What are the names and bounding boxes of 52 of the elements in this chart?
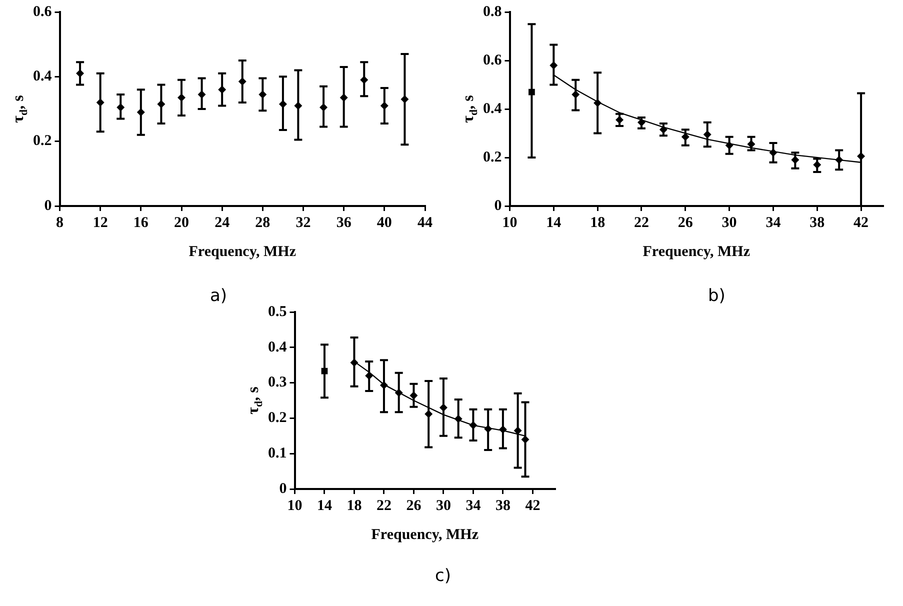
x-tick-label: 24	[214, 214, 230, 231]
x-tick-label: 42	[854, 214, 869, 231]
text: a)	[210, 286, 228, 306]
x-tick-label: 38	[495, 498, 510, 514]
x-tick-label: 22	[634, 214, 649, 231]
text: b)	[708, 286, 726, 306]
x-axis-title: Frequency, MHz	[371, 526, 479, 543]
x-tick-label: 20	[174, 214, 189, 231]
y-tick-label: 0	[279, 480, 287, 497]
y-tick-label: 0.2	[483, 149, 502, 166]
x-tick-label: 14	[546, 214, 562, 231]
x-tick-label: 40	[376, 214, 392, 231]
x-tick-label: 12	[92, 214, 108, 231]
x-tick-label: 38	[810, 214, 825, 231]
y-tick-label: 0.1	[268, 445, 287, 462]
y-tick-label: 0.4	[268, 339, 288, 356]
x-tick-label: 30	[722, 214, 737, 231]
x-tick-label: 18	[590, 214, 606, 231]
x-tick-label: 16	[133, 214, 149, 231]
x-tick-label: 34	[766, 214, 782, 231]
y-tick-label: 0.5	[268, 304, 287, 320]
x-tick-label: 36	[336, 214, 352, 231]
y-tick-label: 0.8	[483, 4, 502, 20]
x-tick-label: 26	[406, 498, 422, 514]
x-tick-label: 32	[296, 214, 311, 231]
x-tick-label: 30	[436, 498, 451, 514]
y-tick-label: 0.3	[268, 374, 287, 391]
y-tick-label: 0.4	[33, 68, 52, 85]
y-tick-label: 0.4	[483, 100, 502, 117]
x-tick-label: 26	[678, 214, 694, 231]
y-axis-title: τd, s	[245, 386, 265, 414]
y-axis-title: τd, s	[10, 95, 30, 123]
x-tick-label: 8	[56, 214, 64, 231]
x-axis-title: Frequency, MHz	[642, 244, 750, 260]
x-tick-label: 28	[255, 214, 270, 231]
x-tick-label: 42	[525, 498, 540, 514]
y-axis-title: τd, s	[460, 95, 480, 123]
y-tick-label: 0.2	[33, 133, 52, 150]
x-tick-label: 10	[287, 498, 302, 514]
y-tick-label: 0.6	[33, 4, 52, 20]
x-tick-label: 22	[376, 498, 392, 514]
x-tick-label: 44	[418, 214, 433, 231]
x-tick-label: 14	[316, 498, 332, 514]
x-tick-label: 10	[502, 214, 518, 231]
text: c)	[435, 566, 451, 586]
x-tick-label: 34	[466, 498, 482, 514]
x-tick-label: 18	[346, 498, 362, 514]
y-tick-label: 0	[44, 198, 52, 214]
y-tick-label: 0.6	[483, 52, 502, 68]
x-axis-title: Frequency, MHz	[188, 244, 296, 260]
y-tick-label: 0.2	[268, 410, 287, 426]
y-tick-label: 0	[494, 198, 502, 214]
